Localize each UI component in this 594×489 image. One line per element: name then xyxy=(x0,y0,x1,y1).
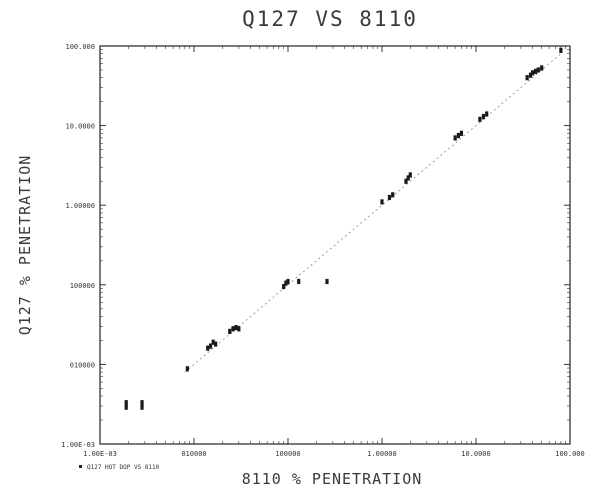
legend-marker xyxy=(79,465,82,468)
data-point xyxy=(481,113,486,120)
y-tick-label: 010000 xyxy=(70,361,95,369)
data-points xyxy=(124,47,563,410)
data-point xyxy=(478,116,482,122)
data-point xyxy=(214,341,218,347)
data-point xyxy=(559,47,563,54)
data-point xyxy=(387,194,392,201)
data-point xyxy=(231,326,235,332)
data-point xyxy=(536,67,540,73)
data-point xyxy=(325,278,329,285)
data-point xyxy=(297,278,301,285)
plot-area-frame xyxy=(99,45,571,445)
data-point xyxy=(456,132,461,139)
x-tick-label: 1.00E-03 xyxy=(83,450,117,458)
y-tick-label: 1.00000 xyxy=(65,202,95,210)
data-point xyxy=(234,324,238,331)
x-tick-label: 100000 xyxy=(275,450,300,458)
x-tick-label: 010000 xyxy=(181,450,206,458)
data-point xyxy=(206,345,210,351)
data-point xyxy=(453,135,457,141)
data-point xyxy=(533,68,538,74)
y-tick-label: 100.000 xyxy=(65,43,95,51)
y-tick-label: 1.00E-03 xyxy=(61,441,95,449)
data-point xyxy=(282,283,286,290)
data-point xyxy=(237,326,241,332)
y-tick-label: 100000 xyxy=(70,282,95,290)
axis-ticks: 1.00E-03 010000 100000 1.00000 10.0000 100.00… xyxy=(61,43,584,458)
data-point xyxy=(284,280,288,286)
x-tick-label: 10.0000 xyxy=(461,450,491,458)
chart-title: Q127 VS 8110 xyxy=(242,7,418,31)
legend-text: Q127 HOT DOP VS 8110 xyxy=(87,464,160,471)
data-point xyxy=(485,111,489,117)
y-tick-label: 10.0000 xyxy=(65,123,95,131)
data-point xyxy=(286,278,290,285)
data-point xyxy=(540,65,544,71)
data-point xyxy=(185,366,189,372)
data-point xyxy=(140,404,144,410)
data-point xyxy=(459,130,464,136)
legend: Q127 HOT DOP VS 8110 xyxy=(79,464,160,471)
data-point xyxy=(408,172,412,178)
data-point xyxy=(140,400,144,406)
data-point xyxy=(380,199,384,205)
data-point xyxy=(208,343,213,349)
x-tick-label: 1.00000 xyxy=(367,450,397,458)
data-point xyxy=(391,192,395,198)
reference-line xyxy=(184,53,562,373)
x-tick-label: 100.000 xyxy=(555,450,585,458)
data-point xyxy=(406,175,410,181)
y-axis-label: Q127 % PENETRATION xyxy=(16,155,34,336)
data-point xyxy=(124,400,128,406)
data-point xyxy=(124,404,128,410)
data-point xyxy=(528,72,533,78)
data-point xyxy=(228,328,232,334)
x-axis-label: 8110 % PENETRATION xyxy=(242,470,423,488)
data-point xyxy=(211,339,215,345)
data-point xyxy=(404,178,408,184)
data-point xyxy=(530,70,535,76)
data-point xyxy=(525,75,529,81)
